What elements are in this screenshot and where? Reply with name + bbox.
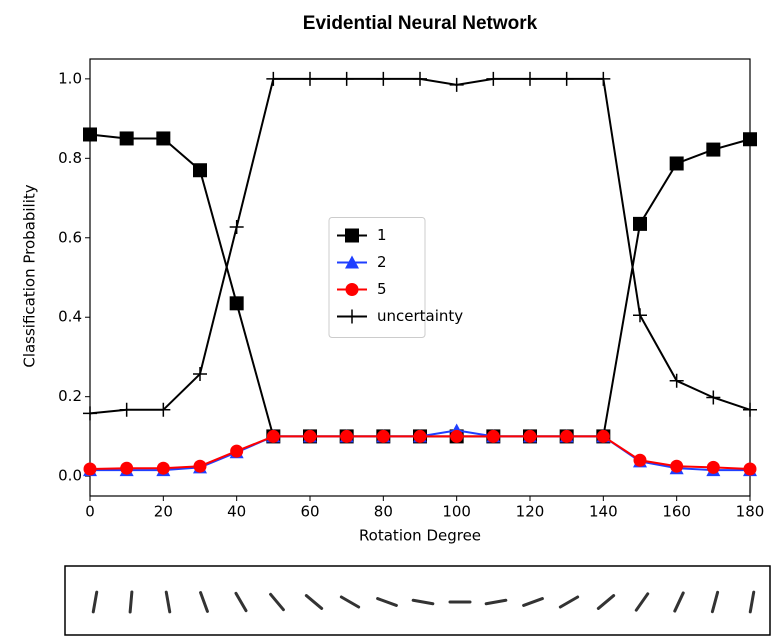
page: {"chart_data": {"type": "line", "title":… — [0, 0, 771, 636]
x-tick-label: 180 — [736, 503, 765, 521]
marker — [450, 78, 464, 92]
marker — [414, 430, 427, 443]
marker — [267, 430, 280, 443]
marker — [670, 374, 684, 388]
x-tick-label: 60 — [300, 503, 319, 521]
y-tick-label: 1.0 — [58, 69, 82, 87]
marker — [524, 430, 537, 443]
y-axis-label: Classification Probability — [21, 184, 39, 367]
marker — [743, 403, 757, 417]
marker — [634, 454, 647, 467]
x-tick-label: 140 — [589, 503, 618, 521]
marker — [340, 430, 353, 443]
marker — [83, 406, 97, 420]
y-tick-label: 0.0 — [58, 467, 82, 485]
marker — [120, 462, 133, 475]
chart: Evidential Neural Network Rotation Degre… — [0, 0, 771, 636]
y-tick-label: 0.8 — [58, 149, 82, 167]
marker — [194, 460, 207, 473]
marker — [633, 217, 647, 231]
marker — [670, 460, 683, 473]
marker — [450, 430, 463, 443]
marker — [560, 72, 574, 86]
marker — [597, 430, 610, 443]
digit-strip — [65, 566, 770, 635]
marker — [120, 403, 134, 417]
legend-label: 1 — [377, 226, 387, 244]
marker — [633, 308, 647, 322]
marker — [376, 72, 390, 86]
marker — [560, 430, 573, 443]
x-tick-label: 20 — [154, 503, 173, 521]
marker — [743, 132, 757, 146]
legend-label: uncertainty — [377, 307, 463, 325]
x-axis-label: Rotation Degree — [359, 527, 481, 545]
marker — [744, 462, 757, 475]
marker — [303, 72, 317, 86]
marker — [230, 445, 243, 458]
legend-label: 5 — [377, 280, 387, 298]
x-tick-label: 100 — [442, 503, 471, 521]
marker — [84, 462, 97, 475]
marker — [670, 156, 684, 170]
marker — [706, 143, 720, 157]
marker — [345, 229, 359, 243]
y-tick-label: 0.4 — [58, 308, 82, 326]
x-tick-label: 160 — [662, 503, 691, 521]
marker — [83, 127, 97, 141]
x-tick-label: 40 — [227, 503, 246, 521]
marker — [156, 131, 170, 145]
marker — [377, 430, 390, 443]
marker — [230, 296, 244, 310]
y-tick-label: 0.6 — [58, 228, 82, 246]
y-tick-label: 0.2 — [58, 387, 82, 405]
chart-title: Evidential Neural Network — [303, 13, 538, 34]
legend-label: 2 — [377, 253, 387, 271]
marker — [266, 72, 280, 86]
marker — [120, 131, 134, 145]
x-tick-label: 120 — [516, 503, 545, 521]
marker — [413, 72, 427, 86]
marker — [596, 72, 610, 86]
x-tick-label: 0 — [85, 503, 95, 521]
marker — [346, 283, 359, 296]
marker — [487, 430, 500, 443]
x-tick-label: 80 — [374, 503, 393, 521]
marker — [157, 462, 170, 475]
marker — [707, 461, 720, 474]
marker — [340, 72, 354, 86]
marker — [230, 220, 244, 234]
marker — [706, 390, 720, 404]
marker — [304, 430, 317, 443]
marker — [193, 163, 207, 177]
marker — [523, 72, 537, 86]
marker — [486, 72, 500, 86]
